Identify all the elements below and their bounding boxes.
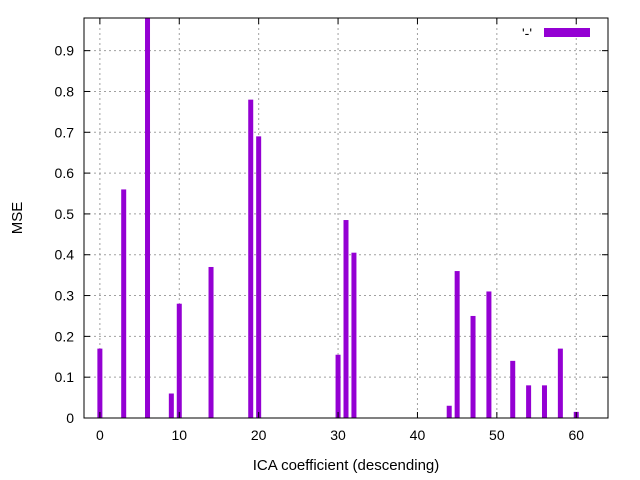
x-tick-label: 40 — [410, 427, 426, 443]
axis-ticks: 0 0.1 0.2 0.3 0.4 0.5 0.6 0.7 0.8 0.9 0 10 20 30 40 50 6… — [55, 18, 608, 443]
x-tick-label: 0 — [96, 427, 104, 443]
bar — [557, 348, 563, 418]
bar — [176, 303, 182, 418]
legend-swatch — [544, 28, 590, 37]
y-tick-label: 0.2 — [55, 328, 75, 344]
y-axis-label: MSE — [9, 202, 26, 235]
x-tick-label: 20 — [251, 427, 267, 443]
legend: '-' — [522, 25, 590, 41]
bar — [486, 291, 492, 418]
y-tick-label: 0.8 — [55, 83, 75, 99]
legend-label: '-' — [522, 25, 532, 41]
bars — [97, 18, 579, 418]
x-tick-label: 50 — [489, 427, 505, 443]
x-tick-label: 10 — [171, 427, 187, 443]
y-tick-label: 0.6 — [55, 165, 75, 181]
bar — [541, 385, 547, 418]
bar — [97, 348, 103, 418]
bar — [121, 189, 127, 418]
bar — [343, 220, 349, 418]
y-tick-label: 0.9 — [55, 43, 75, 59]
x-tick-label: 60 — [568, 427, 584, 443]
bar — [351, 252, 357, 418]
bar — [256, 136, 262, 418]
bar — [446, 405, 452, 418]
bar — [335, 354, 341, 418]
plot-frame — [83, 17, 609, 419]
y-tick-label: 0 — [66, 410, 74, 426]
y-tick-label: 0.1 — [55, 369, 75, 385]
bar — [454, 271, 460, 418]
bar — [208, 266, 214, 418]
bar — [510, 360, 516, 418]
x-tick-label: 30 — [330, 427, 346, 443]
bar — [145, 18, 151, 418]
y-tick-label: 0.5 — [55, 206, 75, 222]
bar — [470, 315, 476, 418]
y-tick-label: 0.4 — [55, 247, 75, 263]
x-axis-label: ICA coefficient (descending) — [253, 457, 440, 474]
y-tick-label: 0.3 — [55, 288, 75, 304]
bar — [526, 385, 532, 418]
bar — [248, 99, 254, 418]
y-tick-label: 0.7 — [55, 124, 75, 140]
bar — [168, 393, 174, 418]
